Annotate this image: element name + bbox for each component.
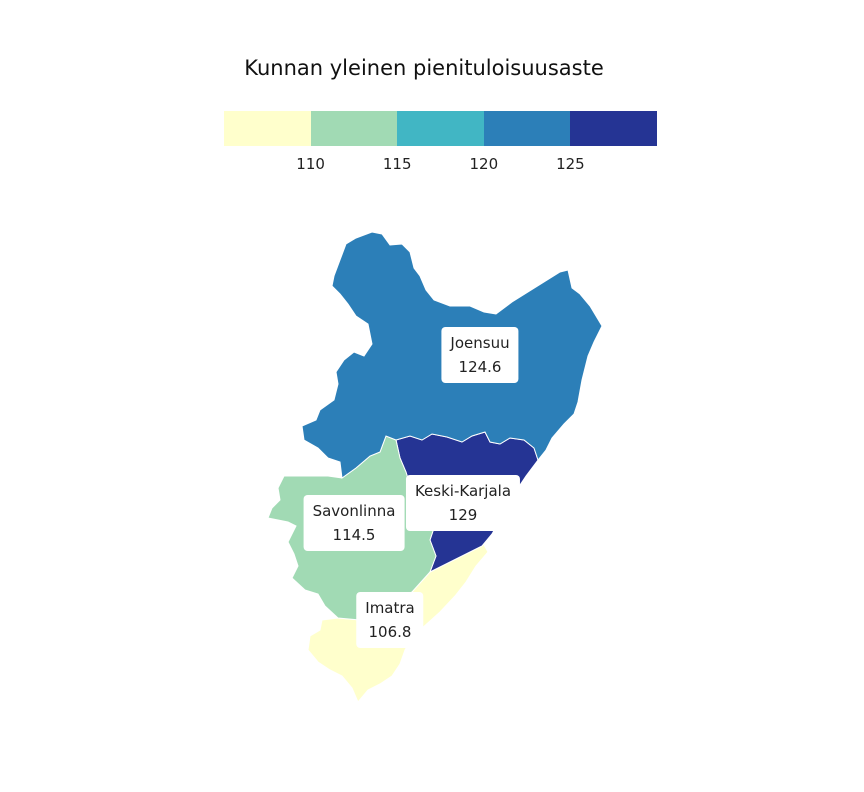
- label-savonlinna-name: Savonlinna: [312, 502, 396, 520]
- legend-tick-120: 120: [469, 155, 499, 173]
- legend-swatch-4: [483, 111, 571, 146]
- legend-tick-110: 110: [296, 155, 325, 173]
- label-keski-karjala: Keski-Karjala 129: [405, 475, 521, 531]
- label-savonlinna: Savonlinna 114.5: [303, 495, 405, 551]
- legend-swatch-1: [224, 111, 311, 146]
- label-savonlinna-value: 114.5: [332, 526, 376, 544]
- label-joensuu-name: Joensuu: [450, 334, 510, 352]
- label-keski-karjala-value: 129: [448, 506, 478, 524]
- label-joensuu: Joensuu 124.6: [441, 327, 519, 383]
- legend-tick-115: 115: [382, 155, 412, 173]
- legend-tick-125: 125: [556, 155, 585, 173]
- legend-bar: [224, 111, 657, 146]
- label-imatra-value: 106.8: [368, 623, 412, 641]
- label-joensuu-value: 124.6: [458, 358, 502, 376]
- label-imatra: Imatra 106.8: [356, 592, 424, 648]
- legend-swatch-3: [397, 111, 484, 146]
- legend-swatch-2: [310, 111, 398, 146]
- color-legend: 110 115 120 125: [224, 111, 657, 191]
- legend-swatch-5: [570, 111, 657, 146]
- map-title: Kunnan yleinen pienituloisuusaste: [244, 56, 604, 80]
- label-keski-karjala-name: Keski-Karjala: [414, 482, 512, 500]
- label-imatra-name: Imatra: [365, 599, 415, 617]
